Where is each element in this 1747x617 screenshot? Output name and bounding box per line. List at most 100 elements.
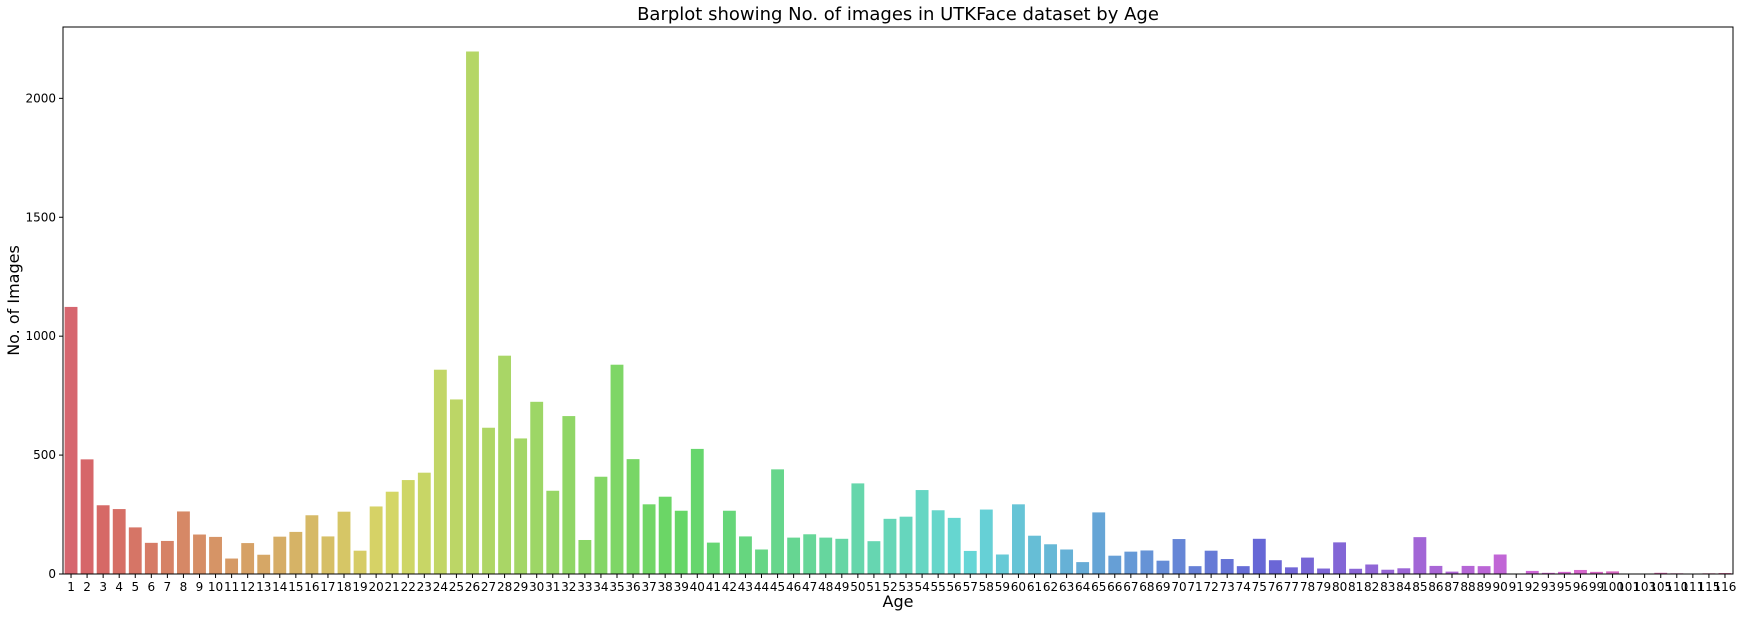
- bar-age-86: [1429, 565, 1443, 574]
- bar-age-51: [867, 541, 881, 574]
- y-tick-label: 500: [33, 448, 56, 462]
- plot-frame: [62, 26, 1734, 575]
- bar-age-41: [706, 542, 720, 574]
- x-tick-label: 6: [147, 580, 155, 594]
- x-tick-label: 73: [1220, 580, 1235, 594]
- bar-age-33: [578, 539, 592, 574]
- x-tick-label: 68: [1139, 580, 1154, 594]
- x-tick-label: 51: [866, 580, 881, 594]
- bar-age-92: [1525, 570, 1539, 574]
- x-ticks-group: 1 2 3 4 5 6 7 8 9 10 11 12 13 14 15 16 17 18 19 20 21 22 23 24 2…: [67, 574, 1736, 594]
- x-tick-label: 11: [224, 580, 239, 594]
- x-tick-label: 5: [131, 580, 139, 594]
- x-tick-label: 15: [288, 580, 303, 594]
- bar-age-45: [771, 469, 784, 574]
- x-tick-label: 90: [1493, 580, 1508, 594]
- bar-age-39: [674, 510, 688, 574]
- y-tick-label: 1500: [25, 210, 56, 224]
- bar-age-6: [144, 542, 158, 574]
- bar-age-66: [1108, 555, 1122, 574]
- bar-age-2: [80, 459, 94, 574]
- bar-age-96: [1574, 569, 1587, 574]
- bar-age-70: [1172, 539, 1186, 574]
- x-tick-label: 111: [1681, 580, 1704, 594]
- bar-age-12: [241, 543, 255, 574]
- x-tick-label: 36: [625, 580, 640, 594]
- x-tick-label: 12: [240, 580, 255, 594]
- x-tick-label: 53: [898, 580, 913, 594]
- bar-age-57: [963, 550, 977, 574]
- x-tick-label: 2: [83, 580, 91, 594]
- bar-age-24: [433, 369, 447, 574]
- x-tick-label: 52: [882, 580, 897, 594]
- x-tick-label: 110: [1665, 580, 1688, 594]
- x-tick-label: 67: [1123, 580, 1138, 594]
- bar-age-84: [1397, 568, 1411, 574]
- bar-age-3: [96, 505, 110, 574]
- bar-age-50: [851, 483, 865, 574]
- bar-age-15: [289, 531, 303, 574]
- bar-age-85: [1413, 537, 1427, 574]
- bar-age-26: [466, 51, 479, 574]
- bar-age-11: [225, 558, 239, 574]
- bar-age-47: [803, 534, 817, 574]
- x-tick-label: 23: [417, 580, 432, 594]
- x-tick-label: 43: [738, 580, 753, 594]
- x-tick-label: 56: [947, 580, 962, 594]
- x-tick-label: 30: [529, 580, 544, 594]
- bar-age-40: [690, 448, 704, 574]
- x-tick-label: 21: [385, 580, 400, 594]
- bar-age-80: [1333, 542, 1347, 574]
- x-tick-label: 45: [770, 580, 785, 594]
- x-tick-label: 65: [1091, 580, 1106, 594]
- bars-group: [64, 51, 1732, 574]
- bar-age-77: [1284, 567, 1298, 574]
- bar-age-55: [931, 510, 945, 574]
- bar-age-68: [1140, 550, 1154, 574]
- x-tick-label: 72: [1203, 580, 1218, 594]
- bar-age-13: [257, 554, 271, 574]
- bar-age-42: [722, 510, 736, 574]
- x-tick-label: 79: [1316, 580, 1331, 594]
- x-tick-label: 91: [1509, 580, 1524, 594]
- bar-age-49: [835, 538, 849, 574]
- x-tick-label: 105: [1649, 580, 1672, 594]
- bar-age-76: [1268, 560, 1282, 574]
- x-tick-label: 48: [818, 580, 833, 594]
- x-tick-label: 83: [1380, 580, 1395, 594]
- bar-age-17: [321, 536, 335, 574]
- x-tick-label: 17: [320, 580, 335, 594]
- bar-age-21: [385, 491, 399, 574]
- x-tick-label: 38: [658, 580, 673, 594]
- y-ticks-group: 0 500 1000 1500 2000: [25, 91, 63, 581]
- bar-age-69: [1156, 560, 1170, 574]
- bar-age-9: [193, 534, 206, 574]
- x-tick-label: 63: [1059, 580, 1074, 594]
- bar-age-63: [1060, 549, 1074, 574]
- bar-age-35: [610, 364, 624, 574]
- bar-age-67: [1124, 551, 1138, 574]
- x-tick-label: 62: [1043, 580, 1058, 594]
- x-tick-label: 22: [401, 580, 416, 594]
- x-tick-label: 87: [1444, 580, 1459, 594]
- bar-age-19: [353, 550, 367, 574]
- x-axis-label: Age: [883, 592, 914, 611]
- x-tick-label: 74: [1236, 580, 1251, 594]
- x-tick-label: 16: [304, 580, 319, 594]
- bar-age-14: [273, 536, 287, 574]
- bar-age-7: [160, 540, 174, 574]
- bar-age-71: [1188, 566, 1202, 574]
- bar-age-32: [562, 416, 576, 574]
- bar-age-62: [1044, 544, 1057, 574]
- x-tick-label: 49: [834, 580, 849, 594]
- x-tick-label: 8: [180, 580, 188, 594]
- bar-age-99: [1590, 571, 1603, 574]
- x-tick-label: 93: [1541, 580, 1556, 594]
- bar-age-52: [883, 518, 897, 574]
- x-tick-label: 95: [1557, 580, 1572, 594]
- y-tick-label: 0: [48, 567, 56, 581]
- bar-age-56: [947, 517, 961, 574]
- x-tick-label: 58: [979, 580, 994, 594]
- x-tick-label: 61: [1027, 580, 1042, 594]
- bar-age-100: [1606, 571, 1619, 574]
